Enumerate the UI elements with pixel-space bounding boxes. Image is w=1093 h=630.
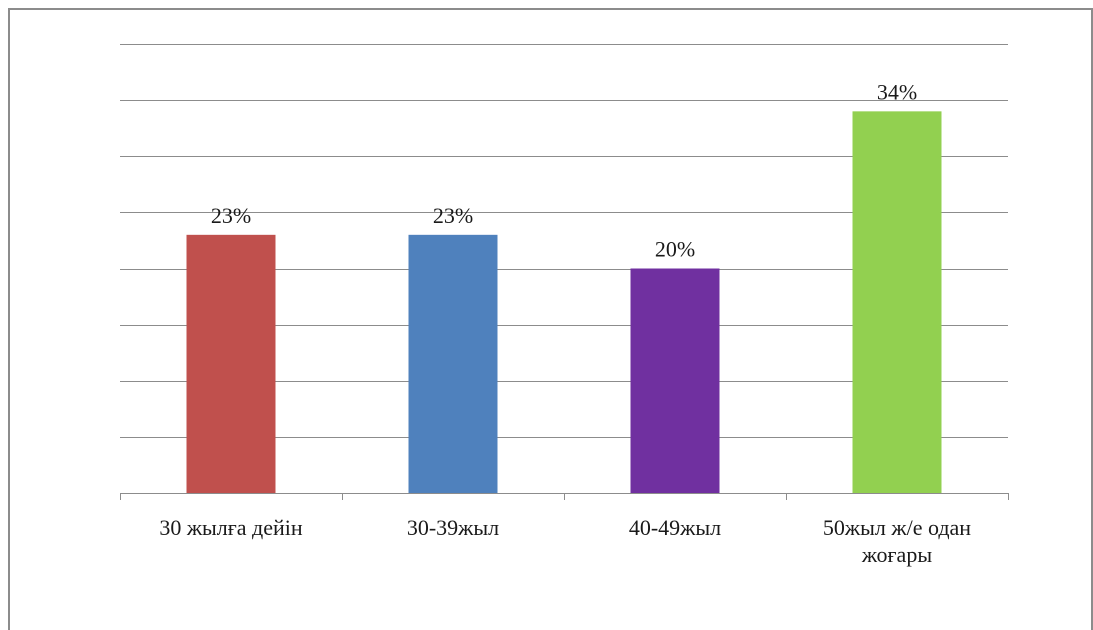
category-label: 30 жылға дейін	[159, 515, 303, 540]
x-axis	[120, 493, 1009, 500]
category-label: 40-49жыл	[629, 515, 721, 540]
bar	[408, 234, 498, 493]
category-label: жоғары	[861, 542, 932, 567]
bar	[630, 268, 720, 493]
data-label: 23%	[433, 203, 473, 228]
bar	[852, 111, 942, 493]
bars	[186, 111, 942, 493]
bar	[186, 234, 276, 493]
data-labels: 23% 23% 20% 34%	[211, 79, 917, 261]
data-label: 34%	[877, 79, 917, 104]
data-label: 20%	[655, 237, 695, 262]
category-label: 30-39жыл	[407, 515, 499, 540]
category-labels: 30 жылға дейін 30-39жыл 40-49жыл 50жыл ж/е …	[159, 515, 971, 567]
category-label: 50жыл ж/е одан	[823, 515, 971, 540]
data-label: 23%	[211, 203, 251, 228]
